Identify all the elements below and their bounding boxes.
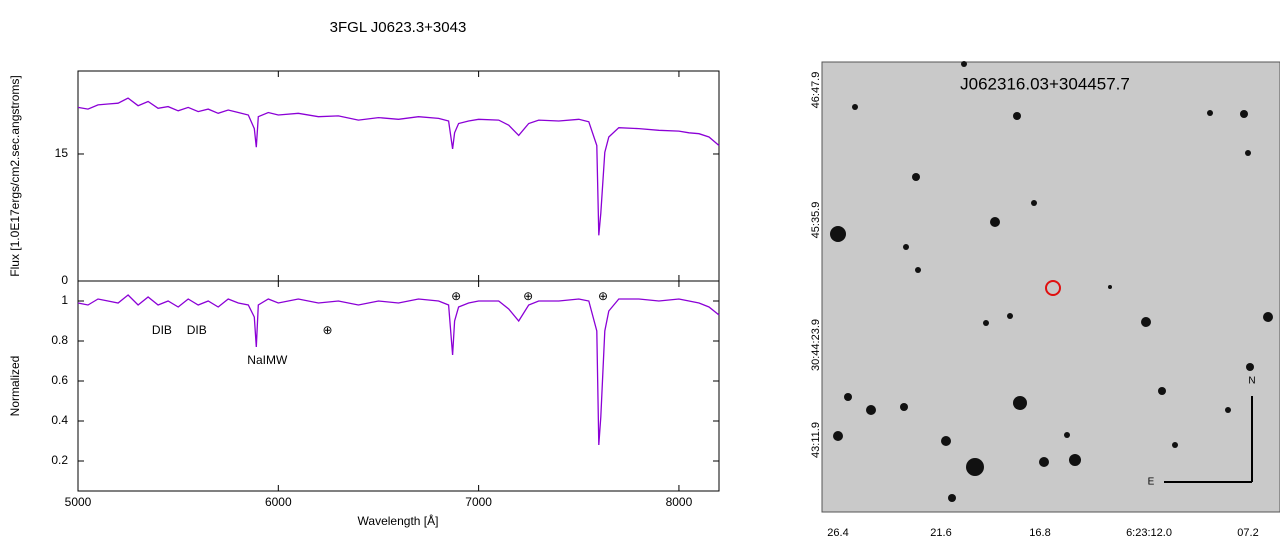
x-tick-label: 6000 bbox=[265, 495, 292, 509]
x-coord-label: 26.4 bbox=[827, 527, 848, 539]
x-coord-label: 16.8 bbox=[1029, 527, 1050, 539]
x-coord-label: 21.6 bbox=[930, 527, 951, 539]
y-tick-label: 0.6 bbox=[51, 373, 68, 387]
x-tick-label: 8000 bbox=[666, 495, 693, 509]
compass-label: N bbox=[1248, 376, 1255, 387]
annotation: ⊕ bbox=[323, 323, 333, 337]
y-coord-label: 43:11.9 bbox=[810, 422, 822, 458]
y-axis-label: Normalized bbox=[8, 356, 22, 417]
y-tick-label: 0.2 bbox=[51, 453, 68, 467]
y-tick-label: 0.8 bbox=[51, 333, 68, 347]
x-coord-label: 6:23:12.0 bbox=[1126, 527, 1172, 539]
annotation: ⊕ bbox=[598, 289, 608, 303]
image-title: J062316.03+304457.7 bbox=[960, 74, 1130, 93]
chart-title: 3FGL J0623.3+3043 bbox=[330, 19, 467, 36]
annotation: DIB bbox=[152, 323, 172, 337]
target-marker bbox=[1045, 280, 1061, 296]
spectrum-line bbox=[77, 97, 720, 236]
x-tick-label: 7000 bbox=[465, 495, 492, 509]
finding-chart: J062316.03+304457.7 N E bbox=[821, 61, 1280, 513]
annotation: ⊕ bbox=[523, 289, 533, 303]
annotation: ⊕ bbox=[451, 289, 461, 303]
stars bbox=[830, 61, 1273, 502]
y-coord-label: 46:47.9 bbox=[810, 72, 822, 109]
y-tick-label: 0 bbox=[61, 273, 68, 287]
x-tick-label: 5000 bbox=[65, 495, 92, 509]
y-tick-label: 15 bbox=[55, 146, 69, 160]
spectrum-line bbox=[77, 294, 720, 446]
x-coord-label: 07.2 bbox=[1237, 527, 1258, 539]
sky-image bbox=[821, 61, 1280, 513]
annotation: DIB bbox=[187, 323, 207, 337]
y-tick-label: 1 bbox=[61, 293, 68, 307]
x-axis-label: Wavelength [Å] bbox=[358, 513, 439, 528]
panel-frame bbox=[77, 280, 720, 492]
y-axis-label: Flux [1.0E17ergs/cm2.sec.angstroms] bbox=[8, 75, 22, 276]
annotation: NaIMW bbox=[247, 353, 288, 367]
y-tick-label: 0.4 bbox=[51, 413, 68, 427]
y-coord-label: 30:44:23.9 bbox=[810, 319, 822, 371]
compass-label: E bbox=[1148, 477, 1155, 488]
panel-frame bbox=[77, 70, 720, 282]
y-coord-label: 45:35.9 bbox=[810, 202, 822, 239]
